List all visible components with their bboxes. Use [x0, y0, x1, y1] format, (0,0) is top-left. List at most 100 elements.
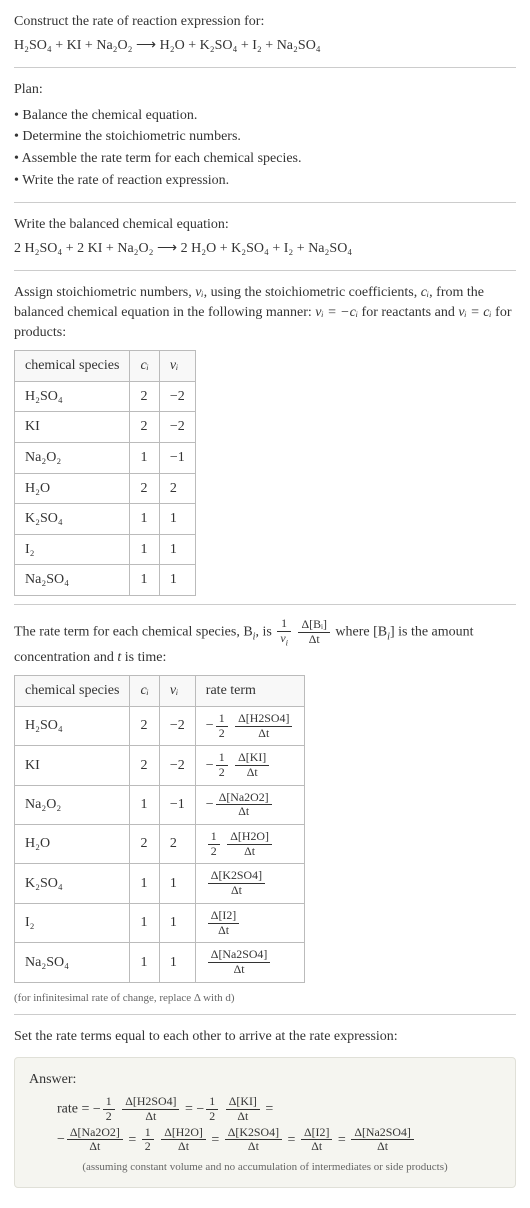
divider	[14, 604, 516, 605]
fraction-num: 1	[142, 1126, 154, 1141]
rate-term: Δ[Na2SO4]Δt	[206, 955, 273, 970]
text: cᵢ	[140, 683, 148, 698]
concentration-fraction: Δ[H2SO4]Δt	[235, 712, 292, 740]
rate-term: Δ[K2SO4]Δt	[206, 876, 267, 891]
plan-item: • Balance the chemical equation.	[14, 106, 516, 126]
equals-sign: =	[125, 1132, 140, 1147]
fraction-num: Δ[I2]	[301, 1126, 332, 1141]
fraction-den: 2	[103, 1110, 115, 1124]
equation-inline: νᵢ = cᵢ	[458, 305, 491, 320]
coefficient-fraction: 12	[208, 830, 220, 858]
table-cell: H₂SO₄	[15, 706, 130, 745]
col-header: chemical species	[15, 676, 130, 707]
table-cell: K₂SO₄	[15, 864, 130, 903]
text: The rate term for each chemical species,…	[14, 625, 253, 640]
rate-label: rate =	[57, 1102, 93, 1117]
table-cell: K₂SO₄	[15, 504, 130, 535]
fraction-num: Δ[KI]	[235, 751, 269, 766]
fraction-den: Δt	[208, 963, 271, 977]
table-cell: 1	[159, 903, 195, 942]
minus-sign: −	[57, 1132, 65, 1147]
table-cell: H₂O	[15, 473, 130, 504]
table-cell: KI	[15, 412, 130, 443]
coefficient-fraction: 12	[103, 1095, 115, 1123]
concentration-fraction: Δ[H2O]Δt	[227, 830, 272, 858]
table-row: H₂O22	[15, 473, 196, 504]
rate-term-table: chemical species cᵢ νᵢ rate term H₂SO₄2−…	[14, 675, 305, 982]
fraction-den: νi	[277, 632, 291, 648]
table-cell: −2	[159, 706, 195, 745]
fraction-den: Δt	[67, 1140, 123, 1154]
plan-item: • Assemble the rate term for each chemic…	[14, 149, 516, 169]
fraction-num: Δ[Na2SO4]	[351, 1126, 414, 1141]
table-cell: −1	[159, 785, 195, 824]
table-cell: 1	[159, 943, 195, 982]
table-cell: 2	[159, 825, 195, 864]
fraction-den: 2	[142, 1140, 154, 1154]
fraction-den: 2	[206, 1110, 218, 1124]
rate-note: (for infinitesimal rate of change, repla…	[14, 991, 516, 1006]
fraction-num: Δ[H2O]	[227, 830, 272, 845]
concentration-fraction: Δ[Na2O2]Δt	[216, 791, 272, 819]
text: for reactants and	[358, 305, 458, 320]
col-header: cᵢ	[130, 676, 159, 707]
intro-line: Construct the rate of reaction expressio…	[14, 12, 516, 32]
answer-box: Answer: rate = −12 Δ[H2SO4]Δt = −12 Δ[KI…	[14, 1057, 516, 1189]
table-cell: 2	[130, 381, 159, 412]
divider	[14, 1014, 516, 1015]
table-row: H₂O2212 Δ[H2O]Δt	[15, 825, 305, 864]
table-cell: Na₂SO₄	[15, 943, 130, 982]
rate-term-cell: Δ[K2SO4]Δt	[195, 864, 305, 903]
divider	[14, 270, 516, 271]
table-cell: −2	[159, 746, 195, 785]
table-cell: 2	[130, 706, 159, 745]
rate-term: Δ[Na2SO4]Δt	[349, 1132, 416, 1147]
table-cell: Na₂O₂	[15, 442, 130, 473]
minus-sign: −	[206, 797, 214, 812]
concentration-fraction: Δ[KI]Δt	[226, 1095, 260, 1123]
table-cell: I₂	[15, 534, 130, 565]
stoich-para: Assign stoichiometric numbers, νᵢ, using…	[14, 283, 516, 342]
fraction: Δ[Bᵢ] Δt	[298, 618, 329, 646]
rate-term-cell: −12 Δ[H2SO4]Δt	[195, 706, 305, 745]
table-row: H₂SO₄2−2	[15, 381, 196, 412]
table-cell: 2	[130, 746, 159, 785]
table-row: Na₂O₂1−1	[15, 442, 196, 473]
equals-sign: =	[262, 1102, 273, 1117]
concentration-fraction: Δ[Na2SO4]Δt	[208, 948, 271, 976]
fraction-num: 1	[206, 1095, 218, 1110]
table-row: K₂SO₄11	[15, 504, 196, 535]
fraction-num: Δ[K2SO4]	[208, 869, 265, 884]
text: where [B	[335, 625, 387, 640]
fraction: 1 νi	[277, 617, 291, 648]
concentration-fraction: Δ[I2]Δt	[301, 1126, 332, 1154]
rate-term: −Δ[Na2O2]Δt	[57, 1132, 125, 1147]
fraction-den: Δt	[298, 633, 329, 647]
table-row: I₂11Δ[I2]Δt	[15, 903, 305, 942]
rate-term: −12 Δ[KI]Δt	[206, 758, 271, 773]
fraction-num: Δ[H2SO4]	[122, 1095, 179, 1110]
table-cell: −2	[159, 412, 195, 443]
fraction-num: Δ[Na2O2]	[216, 791, 272, 806]
concentration-fraction: Δ[Na2O2]Δt	[67, 1126, 123, 1154]
fraction-den: Δt	[161, 1140, 206, 1154]
concentration-fraction: Δ[H2O]Δt	[161, 1126, 206, 1154]
rate-term-cell: 12 Δ[H2O]Δt	[195, 825, 305, 864]
col-header: cᵢ	[130, 351, 159, 382]
plan-item: • Determine the stoichiometric numbers.	[14, 127, 516, 147]
fraction-den: Δt	[225, 1140, 282, 1154]
fraction-den: Δt	[122, 1110, 179, 1124]
fraction-num: Δ[Na2SO4]	[208, 948, 271, 963]
rate-term: −12 Δ[KI]Δt	[196, 1102, 261, 1117]
coefficient-fraction: 12	[216, 751, 228, 779]
table-cell: 1	[130, 565, 159, 596]
table-row: Na₂O₂1−1−Δ[Na2O2]Δt	[15, 785, 305, 824]
symbol-nu-i: νᵢ	[195, 285, 203, 300]
plan-list: • Balance the chemical equation. • Deter…	[14, 106, 516, 190]
table-row: KI2−2	[15, 412, 196, 443]
fraction-den: Δt	[216, 805, 272, 819]
table-cell: 2	[159, 473, 195, 504]
table-row: Na₂SO₄11Δ[Na2SO4]Δt	[15, 943, 305, 982]
table-cell: 2	[130, 473, 159, 504]
table-row: I₂11	[15, 534, 196, 565]
